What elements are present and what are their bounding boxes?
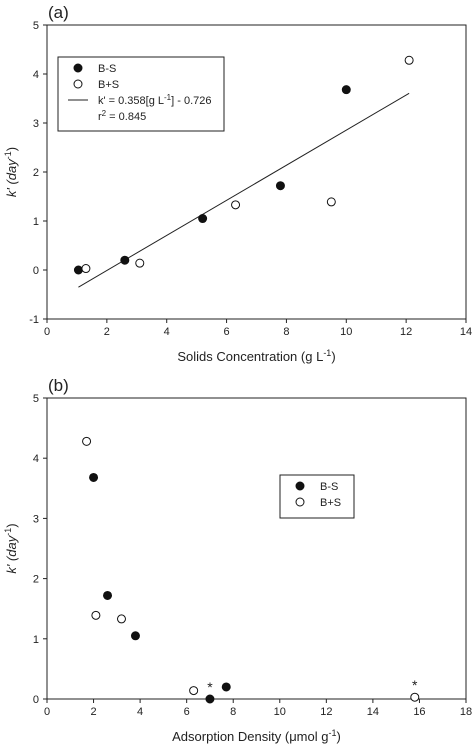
x-axis-label-sup: -1 bbox=[323, 348, 331, 358]
data-point-b-minus-s bbox=[73, 265, 83, 275]
fit-line bbox=[78, 92, 410, 288]
y-tick-label: 3 bbox=[33, 513, 39, 525]
x-tick-label: 6 bbox=[224, 326, 230, 338]
y-tick-label: 0 bbox=[33, 694, 39, 706]
x-tick-label: 2 bbox=[90, 706, 96, 718]
x-tick-label: 6 bbox=[184, 706, 190, 718]
data-point-b-minus-s bbox=[130, 631, 140, 641]
data-point-b-minus-s bbox=[89, 472, 99, 482]
asterisk-annotation: * bbox=[412, 677, 418, 693]
y-tick-label: 4 bbox=[33, 69, 39, 81]
y-axis-label-text: k' (day bbox=[4, 534, 19, 573]
y-tick-label: 4 bbox=[33, 453, 39, 465]
legend-box bbox=[57, 56, 225, 132]
y-tick-label: 5 bbox=[33, 20, 39, 32]
y-axis-label-sup: -1 bbox=[3, 151, 13, 159]
legend-r-squared: r2 = 0.845 bbox=[98, 109, 146, 123]
data-point-b-plus-s bbox=[410, 692, 420, 702]
x-tick-label: 14 bbox=[367, 706, 379, 718]
data-point-b-minus-s bbox=[275, 181, 285, 191]
y-tick-label: -1 bbox=[29, 314, 39, 326]
x-tick-label: 4 bbox=[137, 706, 143, 718]
x-tick-label: 4 bbox=[164, 326, 170, 338]
x-tick-label: 8 bbox=[230, 706, 236, 718]
legend-marker bbox=[295, 497, 305, 507]
data-point-b-plus-s bbox=[116, 614, 126, 624]
data-point-b-minus-s bbox=[198, 214, 208, 224]
legend-entry: B-S bbox=[320, 481, 338, 493]
data-point-b-plus-s bbox=[404, 55, 414, 65]
x-tick-label: 12 bbox=[320, 706, 332, 718]
data-point-b-plus-s bbox=[82, 436, 92, 446]
data-point-b-plus-s bbox=[326, 197, 336, 207]
y-tick-label: 2 bbox=[33, 574, 39, 586]
data-point-b-minus-s bbox=[205, 694, 215, 704]
plot-frame bbox=[46, 397, 467, 700]
data-point-b-minus-s bbox=[120, 255, 130, 265]
x-tick-label: 18 bbox=[460, 706, 472, 718]
x-axis-label: Adsorption Density (μmol g-1) bbox=[172, 728, 341, 744]
legend-fit-equation-end: ] - 0.726 bbox=[171, 95, 211, 107]
legend-marker bbox=[295, 481, 305, 491]
data-point-b-plus-s bbox=[135, 258, 145, 268]
panel-label: (b) bbox=[48, 376, 69, 395]
data-point-b-minus-s bbox=[103, 590, 113, 600]
x-axis-label-end: ) bbox=[331, 349, 335, 364]
panel-label: (a) bbox=[48, 3, 69, 22]
x-tick-label: 0 bbox=[44, 326, 50, 338]
legend-r-squared-end: = 0.845 bbox=[106, 111, 146, 123]
x-axis-label: Solids Concentration (g L-1) bbox=[177, 348, 335, 364]
y-tick-label: 5 bbox=[33, 393, 39, 405]
x-tick-label: 14 bbox=[460, 326, 472, 338]
legend-entry: B+S bbox=[98, 79, 119, 91]
legend-entry: B+S bbox=[320, 497, 341, 509]
data-point-b-plus-s bbox=[91, 610, 101, 620]
data-point-b-minus-s bbox=[221, 682, 231, 692]
data-point-b-plus-s bbox=[81, 264, 91, 274]
asterisk-annotation: * bbox=[207, 679, 213, 695]
y-axis-label: k' (day-1) bbox=[3, 523, 19, 573]
legend-box bbox=[279, 474, 355, 519]
legend-marker bbox=[73, 79, 83, 89]
y-tick-label: 1 bbox=[33, 216, 39, 228]
legend-fit-equation-text: k' = 0.358[g L bbox=[98, 95, 164, 107]
y-axis-label-text: k' (day bbox=[4, 158, 19, 197]
y-tick-label: 0 bbox=[33, 265, 39, 277]
x-axis-label-end: ) bbox=[337, 729, 341, 744]
data-point-b-plus-s bbox=[189, 686, 199, 696]
legend-entry: B-S bbox=[98, 63, 116, 75]
x-tick-label: 16 bbox=[413, 706, 425, 718]
x-axis-label-sup: -1 bbox=[328, 728, 336, 738]
legend-fit-equation-sup: -1 bbox=[164, 93, 172, 102]
x-tick-label: 10 bbox=[274, 706, 286, 718]
y-axis-label-end: ) bbox=[4, 523, 19, 527]
x-tick-label: 2 bbox=[104, 326, 110, 338]
x-axis-label-text: Adsorption Density (μmol g bbox=[172, 729, 328, 744]
legend-fit-equation: k' = 0.358[g L-1] - 0.726 bbox=[98, 93, 212, 107]
legend-r-squared-sup: 2 bbox=[102, 109, 107, 118]
x-tick-label: 0 bbox=[44, 706, 50, 718]
y-axis-label: k' (day-1) bbox=[3, 147, 19, 197]
y-tick-label: 3 bbox=[33, 118, 39, 130]
data-point-b-plus-s bbox=[231, 200, 241, 210]
data-point-b-minus-s bbox=[341, 85, 351, 95]
y-tick-label: 1 bbox=[33, 634, 39, 646]
y-axis-label-end: ) bbox=[4, 147, 19, 151]
x-tick-label: 12 bbox=[400, 326, 412, 338]
x-axis-label-text: Solids Concentration (g L bbox=[177, 349, 323, 364]
legend-marker bbox=[73, 63, 83, 73]
y-tick-label: 2 bbox=[33, 167, 39, 179]
y-axis-label-sup: -1 bbox=[3, 528, 13, 536]
x-tick-label: 10 bbox=[340, 326, 352, 338]
x-tick-label: 8 bbox=[283, 326, 289, 338]
legend-r-squared-text: r bbox=[98, 111, 102, 123]
